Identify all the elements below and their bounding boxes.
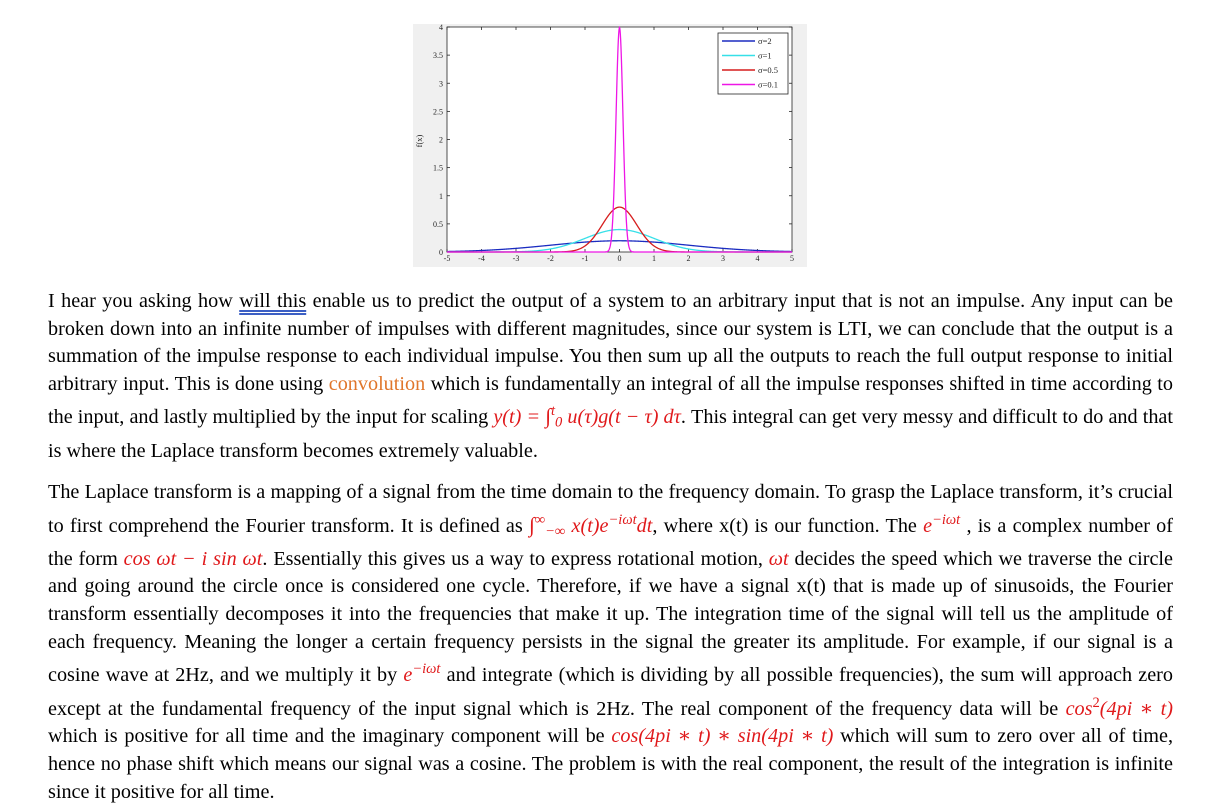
x-tick-label: -3	[513, 254, 520, 263]
p2-text-f: and integrate (which is dividing by all …	[48, 664, 1173, 720]
fourier-integral: ∫∞−∞ x(t)e−iωtdt	[528, 511, 653, 540]
ft-exponent: −iωt	[608, 511, 637, 528]
x-tick-label: -2	[547, 254, 554, 263]
cos2-sup: 2	[1092, 694, 1100, 711]
series-line-sigma-2	[446, 240, 793, 253]
p1-text-a: I hear you asking how	[48, 290, 240, 312]
exp2-exponent: −iωt	[412, 661, 441, 678]
cos2-b: (4pi ∗ t)	[1099, 697, 1174, 720]
y-tick-label: 3	[439, 79, 443, 88]
p2-text-e: decides the speed which we traverse the …	[48, 547, 1173, 687]
p2-text-g: which is positive for all time and the i…	[48, 725, 612, 748]
ft-integral-sign: ∫	[528, 512, 535, 537]
ft-dt: dt	[636, 514, 653, 537]
ft-body: x(t)e	[565, 514, 609, 537]
x-tick-label: 4	[756, 254, 760, 263]
paragraph-laplace-fourier: The Laplace transform is a mapping of a …	[48, 479, 1173, 806]
p2-text-a: The Laplace transform is a mapping of a …	[48, 481, 1173, 537]
gaussian-chart: -5 -4 -3 -2 -1 0 1 2 3 4 5 0 0.5 1 1.5 2 2.5 3 3.5 4 f(x) σ…	[413, 24, 807, 267]
p1-text-c: which is fundamentally an integral of al…	[48, 372, 1173, 429]
legend-label: σ=0.5	[758, 65, 778, 75]
grammar-flag-will-this: will this	[239, 290, 307, 312]
x-tick-label: 5	[790, 254, 794, 263]
y-tick-label: 1	[439, 192, 443, 201]
series-lines	[446, 25, 793, 253]
integral-sign: ∫	[545, 404, 551, 429]
exp2-base: e	[403, 664, 413, 687]
euler-form: cos ωt − i sin ωt	[123, 547, 263, 570]
exp-base: e	[923, 514, 933, 537]
y-tick-label: 4	[439, 24, 443, 32]
ft-upper-limit: ∞	[534, 511, 546, 528]
cos-squared: cos2(4pi ∗ t)	[1065, 694, 1174, 720]
p2-text-d: . Essentially this gives us a way to exp…	[262, 547, 769, 570]
legend-label: σ=1	[758, 51, 772, 61]
p2-text-c: , is a complex number of the form	[48, 514, 1173, 570]
x-tick-label: -5	[444, 254, 451, 263]
y-axis-label: f(x)	[414, 134, 424, 147]
eq-upper-limit: t	[551, 403, 556, 420]
eq-lower-limit: 0	[555, 414, 563, 431]
x-tick-label: 3	[721, 254, 725, 263]
exp-exponent: −iωt	[932, 511, 961, 528]
omega-t: ωt	[768, 547, 789, 570]
y-tick-label: 2	[439, 136, 443, 145]
x-tick-label: 0	[618, 254, 622, 263]
eq-rhs: u(τ)g(t − τ) dτ	[562, 406, 681, 429]
legend-label: σ=2	[758, 36, 772, 46]
ft-lower-limit: −∞	[545, 523, 566, 540]
cos-sin-product: cos(4pi ∗ t) ∗ sin(4pi ∗ t)	[611, 725, 834, 748]
axis-ticks: -5 -4 -3 -2 -1 0 1 2 3 4 5 0 0.5 1 1.5 2 2.5 3 3.5 4	[433, 24, 794, 263]
legend: σ=2 σ=1 σ=0.5 σ=0.1	[717, 32, 789, 95]
y-tick-label: 3.5	[433, 51, 443, 60]
y-tick-label: 0	[439, 248, 443, 257]
y-tick-label: 2.5	[433, 107, 443, 116]
y-tick-label: 1.5	[433, 164, 443, 173]
eq-lhs: y(t) =	[493, 406, 546, 429]
legend-label: σ=0.1	[758, 80, 778, 90]
p1-text-b: enable us to predict the output of a sys…	[48, 290, 1174, 395]
x-tick-label: 2	[687, 254, 691, 263]
x-tick-label: -1	[582, 254, 589, 263]
cos2-a: cos	[1065, 697, 1093, 720]
x-tick-label: -4	[478, 254, 485, 263]
convolution-equation: y(t) = ∫t0 u(τ)g(t − τ) dτ	[493, 403, 681, 431]
p1-text-d: . This integral can get very messy and d…	[48, 406, 1173, 462]
paragraph-convolution: I hear you asking how will this enable u…	[48, 288, 1173, 465]
exp-term-2: e−iωt	[403, 661, 441, 687]
p2-text-h: which will sum to zero over all of time,…	[48, 725, 1173, 803]
x-tick-label: 1	[652, 254, 656, 263]
p2-text-b: , where x(t) is our function. The	[652, 514, 924, 537]
convolution-link[interactable]: convolution	[328, 372, 426, 395]
legend-entries: σ=2 σ=1 σ=0.5 σ=0.1	[722, 36, 778, 90]
series-line-sigma-0-1	[447, 25, 792, 253]
y-tick-label: 0.5	[433, 220, 443, 229]
exp-term: e−iωt	[923, 511, 961, 537]
